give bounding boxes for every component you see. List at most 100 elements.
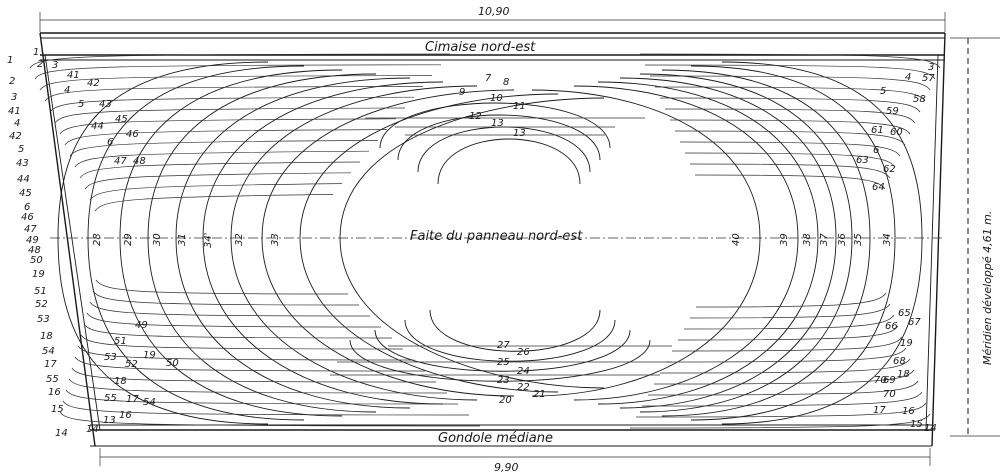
corner-hook bbox=[62, 400, 470, 416]
corner-hook bbox=[54, 107, 406, 124]
left-label: 49 bbox=[26, 235, 39, 246]
corner-hook bbox=[635, 402, 927, 418]
upper-left-labels: 1 2 3 41 4 42 5 43 44 45 6 46 47 48 bbox=[33, 47, 146, 167]
center-label: 35 bbox=[853, 233, 864, 246]
loop-label: 2 bbox=[37, 59, 43, 70]
loop-label: 67 bbox=[908, 317, 921, 328]
top-band-label: Cimaise nord-est bbox=[425, 40, 536, 55]
loop-label: 13 bbox=[513, 128, 526, 139]
loop-label: 20 bbox=[499, 395, 512, 406]
corner-hook bbox=[34, 64, 442, 80]
lower-arch bbox=[429, 309, 601, 352]
lower-right-labels: 65 66 67 19 68 69 18 70 70 17 16 15 14 bbox=[873, 308, 937, 434]
left-label: 6 bbox=[24, 202, 30, 213]
left-label: 1 bbox=[7, 55, 13, 66]
meridian-label: Méridien développé 4,61 m. bbox=[981, 211, 994, 365]
loop-label: 22 bbox=[517, 382, 530, 393]
loop-label: 25 bbox=[497, 357, 510, 368]
loop-label: 16 bbox=[902, 406, 915, 417]
upper-arch bbox=[437, 138, 581, 185]
loop-curve bbox=[57, 61, 269, 425]
center-label: 29 bbox=[123, 233, 134, 246]
center-label: 39 bbox=[779, 233, 790, 246]
center-label: 32 bbox=[234, 233, 245, 246]
loop-label: 19 bbox=[143, 350, 156, 361]
loop-curve bbox=[721, 61, 923, 425]
left-label: 50 bbox=[30, 255, 43, 266]
corner-hook bbox=[94, 194, 334, 212]
loop-curve bbox=[690, 65, 896, 421]
loop-label: 13 bbox=[491, 118, 504, 129]
corner-hook bbox=[695, 292, 887, 308]
left-label: 16 bbox=[48, 387, 61, 398]
left-label: 42 bbox=[9, 131, 22, 142]
corner-hook bbox=[641, 391, 923, 407]
corner-hook bbox=[629, 413, 931, 429]
lower-arch bbox=[374, 329, 631, 372]
left-label: 51 bbox=[34, 286, 47, 297]
corner-hook bbox=[659, 97, 921, 113]
left-label: 43 bbox=[16, 158, 29, 169]
loop-label: 14 bbox=[86, 424, 99, 435]
loop-label: 24 bbox=[517, 366, 530, 377]
corner-hook bbox=[77, 345, 415, 361]
loop-label: 51 bbox=[114, 336, 127, 347]
loop-label: 52 bbox=[125, 359, 138, 370]
loop-label: 18 bbox=[114, 376, 127, 387]
loop-label: 13 bbox=[103, 415, 116, 426]
loop-label: 68 bbox=[893, 356, 906, 367]
upper-right-labels: 3 4 57 58 5 59 60 61 6 62 63 64 bbox=[856, 62, 935, 193]
loop-label: 59 bbox=[886, 106, 899, 117]
loop-label: 50 bbox=[166, 358, 179, 369]
lower-arch bbox=[349, 339, 651, 382]
corner-hook bbox=[689, 163, 891, 179]
corner-hook bbox=[74, 356, 426, 372]
top-dimension: 10,90 bbox=[39, 5, 946, 32]
loop-label: 43 bbox=[99, 99, 112, 110]
corner-hook bbox=[68, 378, 448, 394]
corner-hook bbox=[39, 75, 433, 91]
left-label: 14 bbox=[55, 428, 68, 439]
corner-hook bbox=[95, 279, 349, 295]
corner-hook bbox=[64, 129, 388, 146]
loop-curve bbox=[339, 97, 605, 389]
center-label: 40 bbox=[731, 233, 742, 246]
upper-center-labels: 7 8 9 10 11 12 13 13 bbox=[459, 73, 526, 139]
loop-curve bbox=[230, 85, 478, 401]
corner-hook bbox=[653, 369, 915, 385]
loop-curve bbox=[119, 69, 343, 417]
chord-lines bbox=[330, 117, 672, 376]
loop-label: 70 bbox=[883, 389, 896, 400]
loop-label: 7 bbox=[485, 73, 492, 84]
loop-label: 3 bbox=[928, 62, 934, 73]
loop-curve bbox=[202, 81, 444, 405]
corner-hook bbox=[664, 108, 916, 124]
loop-label: 9 bbox=[459, 87, 465, 98]
loop-label: 42 bbox=[87, 78, 100, 89]
loop-curves bbox=[29, 53, 941, 429]
loop-label: 3 bbox=[52, 60, 58, 71]
loop-label: 70 bbox=[874, 375, 887, 386]
corner-hook bbox=[677, 325, 899, 341]
loop-label: 27 bbox=[497, 340, 510, 351]
left-label: 15 bbox=[51, 404, 64, 415]
center-label: 34 bbox=[882, 233, 893, 246]
left-label: 18 bbox=[40, 331, 53, 342]
loop-label: 5 bbox=[880, 86, 886, 97]
loop-label: 18 bbox=[897, 369, 910, 380]
ridge-label: Faite du panneau nord-est bbox=[410, 229, 583, 244]
loop-label: 62 bbox=[883, 164, 896, 175]
bottom-width-label: 9,90 bbox=[494, 461, 519, 474]
corner-hook bbox=[679, 141, 901, 157]
left-edge-labels: 1 2 3 41 4 42 5 43 44 45 6 46 47 49 48 5… bbox=[7, 55, 68, 439]
corner-hook bbox=[69, 140, 379, 157]
loop-label: 12 bbox=[469, 111, 482, 122]
top-width-label: 10,90 bbox=[478, 5, 510, 18]
loop-curve bbox=[87, 65, 305, 421]
loop-label: 55 bbox=[104, 393, 117, 404]
left-label: 41 bbox=[8, 106, 21, 117]
corner-hook bbox=[689, 303, 891, 319]
corner-hook bbox=[80, 334, 404, 350]
loop-label: 44 bbox=[91, 121, 104, 132]
